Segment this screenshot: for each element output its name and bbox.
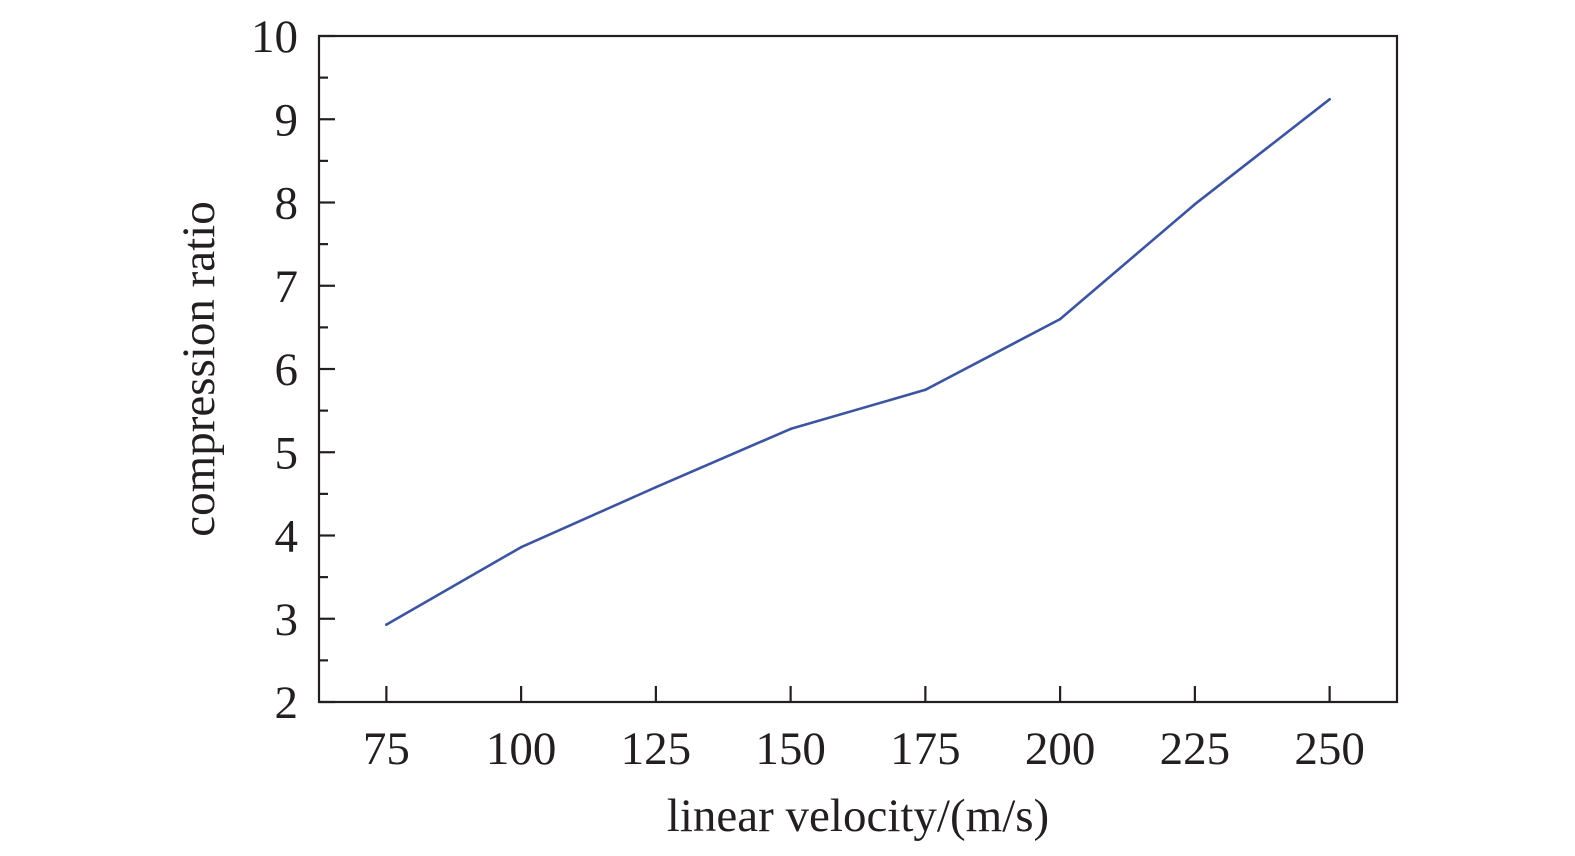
y-tick-label: 6 [275,344,299,396]
x-tick-label: 200 [1025,723,1096,775]
data-point [1193,202,1197,206]
data-point [385,623,388,626]
x-axis-title: linear velocity/(m/s) [667,790,1049,842]
x-tick-label: 250 [1294,723,1365,775]
data-point [1328,97,1331,101]
x-tick-label: 75 [363,723,410,775]
y-tick-label: 7 [275,261,299,313]
data-point [519,545,523,549]
x-tick-label: 100 [486,723,557,775]
y-tick-label: 9 [275,94,299,146]
x-tick-label: 225 [1160,723,1231,775]
data-point [654,485,658,489]
y-tick-label: 3 [275,594,299,646]
data-point [924,388,927,392]
data-point [1058,317,1062,321]
y-tick-label: 2 [275,677,299,729]
x-tick-label: 125 [621,723,692,775]
y-axis-title: compression ratio [173,201,225,536]
plot-frame [317,34,1399,704]
y-tick-label: 5 [275,427,299,479]
x-tick-label: 150 [755,723,826,775]
y-tick-label: 4 [275,511,299,563]
y-tick-label: 10 [251,11,298,63]
series-layer [385,97,1331,626]
series-line [385,98,1331,626]
y-minor-ticks [319,76,328,662]
y-tick-label: 8 [275,178,299,230]
axis-ticks [319,34,1331,704]
data-point [789,427,792,431]
tick-labels: 75 100 125 150 175 200 225 250 2 3 4 5 6 7 8 9 10 [251,11,1365,775]
x-tick-label: 175 [890,723,961,775]
